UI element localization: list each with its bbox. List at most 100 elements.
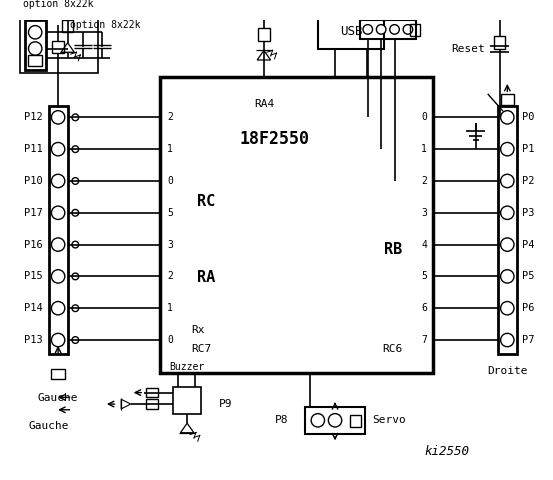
- Text: P5: P5: [521, 271, 534, 281]
- Bar: [146, 399, 159, 409]
- Circle shape: [72, 305, 79, 312]
- Circle shape: [500, 301, 514, 315]
- Circle shape: [72, 114, 79, 120]
- Text: P11: P11: [24, 144, 43, 154]
- Text: P6: P6: [521, 303, 534, 313]
- Circle shape: [51, 333, 65, 347]
- Bar: [305, 407, 364, 434]
- Circle shape: [500, 206, 514, 219]
- Text: RA4: RA4: [254, 99, 274, 109]
- Bar: [51, 369, 65, 379]
- Text: 5: 5: [421, 271, 427, 281]
- Circle shape: [72, 178, 79, 184]
- Text: option 8x22k: option 8x22k: [70, 20, 140, 30]
- Text: 0: 0: [167, 176, 173, 186]
- Bar: [498, 106, 517, 354]
- Text: P16: P16: [24, 240, 43, 250]
- Text: P8: P8: [275, 415, 288, 425]
- Text: option 8x22k: option 8x22k: [23, 0, 93, 9]
- Text: P2: P2: [521, 176, 534, 186]
- Bar: [494, 36, 505, 48]
- Bar: [360, 20, 415, 39]
- Circle shape: [51, 143, 65, 156]
- Bar: [146, 388, 159, 397]
- Circle shape: [72, 336, 79, 343]
- Circle shape: [51, 270, 65, 283]
- Text: 3: 3: [421, 208, 427, 218]
- Text: P15: P15: [24, 271, 43, 281]
- Text: 1: 1: [167, 303, 173, 313]
- Circle shape: [311, 414, 325, 427]
- Circle shape: [72, 273, 79, 280]
- Circle shape: [500, 174, 514, 188]
- Circle shape: [72, 241, 79, 248]
- Text: P3: P3: [521, 208, 534, 218]
- Text: P9: P9: [218, 399, 232, 409]
- Text: 3: 3: [167, 240, 173, 250]
- Circle shape: [51, 301, 65, 315]
- Text: 4: 4: [421, 240, 427, 250]
- Text: RC: RC: [197, 194, 215, 209]
- Text: RB: RB: [384, 242, 402, 257]
- Circle shape: [363, 24, 373, 34]
- Bar: [258, 28, 270, 41]
- Text: P17: P17: [24, 208, 43, 218]
- Text: RC6: RC6: [382, 344, 402, 354]
- Circle shape: [403, 24, 413, 34]
- Text: Droite: Droite: [487, 366, 528, 376]
- Bar: [160, 77, 433, 373]
- Text: USB: USB: [340, 25, 362, 38]
- Circle shape: [29, 42, 42, 55]
- Text: 2: 2: [167, 271, 173, 281]
- Text: 2: 2: [421, 176, 427, 186]
- Circle shape: [51, 238, 65, 252]
- Text: P13: P13: [24, 335, 43, 345]
- Circle shape: [500, 143, 514, 156]
- Text: 6: 6: [421, 303, 427, 313]
- Bar: [62, 20, 74, 32]
- Circle shape: [72, 209, 79, 216]
- Bar: [53, 41, 64, 53]
- Text: 1: 1: [167, 144, 173, 154]
- Text: ki2550: ki2550: [425, 445, 469, 458]
- Bar: [317, 15, 384, 48]
- Bar: [49, 106, 67, 354]
- Bar: [173, 387, 201, 414]
- Text: 2: 2: [167, 112, 173, 122]
- Circle shape: [500, 111, 514, 124]
- Text: 5: 5: [167, 208, 173, 218]
- Text: RA: RA: [197, 270, 215, 286]
- Text: Gauche: Gauche: [28, 421, 69, 431]
- Circle shape: [72, 146, 79, 153]
- Text: P14: P14: [24, 303, 43, 313]
- Circle shape: [51, 174, 65, 188]
- Bar: [351, 415, 361, 427]
- Circle shape: [500, 270, 514, 283]
- Circle shape: [500, 333, 514, 347]
- Circle shape: [500, 238, 514, 252]
- Text: Gauche: Gauche: [38, 393, 79, 403]
- Bar: [20, 3, 98, 73]
- Bar: [25, 20, 46, 70]
- Text: P1: P1: [521, 144, 534, 154]
- Circle shape: [51, 111, 65, 124]
- Text: RC7: RC7: [191, 344, 211, 354]
- Circle shape: [390, 24, 399, 34]
- Text: P4: P4: [521, 240, 534, 250]
- Bar: [500, 95, 514, 105]
- Text: P10: P10: [24, 176, 43, 186]
- Bar: [410, 24, 420, 36]
- Text: Rx: Rx: [191, 324, 205, 335]
- Bar: [29, 55, 42, 66]
- Text: Reset: Reset: [452, 44, 486, 54]
- Text: Buzzer: Buzzer: [170, 361, 205, 372]
- Circle shape: [328, 414, 342, 427]
- Text: 0: 0: [167, 335, 173, 345]
- Text: 0: 0: [421, 112, 427, 122]
- Text: P12: P12: [24, 112, 43, 122]
- Text: P7: P7: [521, 335, 534, 345]
- Circle shape: [377, 24, 386, 34]
- Circle shape: [51, 206, 65, 219]
- Text: P0: P0: [521, 112, 534, 122]
- Circle shape: [29, 25, 42, 39]
